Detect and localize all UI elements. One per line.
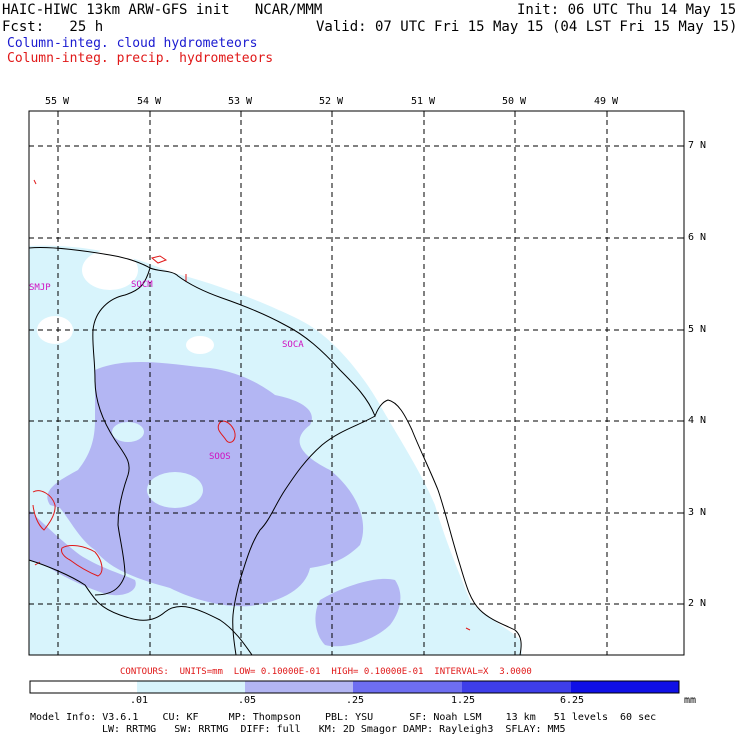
color-bar	[29, 680, 680, 694]
colorbar-tick-3: .25	[346, 695, 365, 706]
map-frame	[28, 110, 685, 656]
lat-label-6n: 6 N	[688, 232, 707, 243]
clear-gaps	[37, 250, 214, 354]
precip-contours	[32, 179, 471, 631]
init-time: Init: 06 UTC Thu 14 May 15	[517, 2, 737, 18]
plot-title: HAIC-HIWC 13km ARW-GFS init NCAR/MMM	[2, 2, 323, 18]
station-label-smjp: SMJP	[29, 283, 51, 293]
station-label-soca: SOCA	[282, 340, 304, 350]
field-label-precip: Column-integ. precip. hydrometeors	[7, 51, 274, 66]
colorbar-tick-4: 1.25	[451, 695, 476, 706]
lat-label-2n: 2 N	[688, 598, 707, 609]
valid-time: Valid: 07 UTC Fri 15 May 15 (04 LST Fri …	[316, 19, 738, 35]
lon-label-52w: 52 W	[319, 96, 344, 107]
colorbar-tick-1: .01	[130, 695, 149, 706]
colorbar-units: mm	[684, 695, 697, 706]
contours-info: CONTOURS: UNITS=mm LOW= 0.10000E-01 HIGH…	[120, 667, 532, 677]
lat-lon-grid	[29, 111, 684, 655]
lat-label-5n: 5 N	[688, 324, 707, 335]
station-label-soos: SOOS	[209, 452, 231, 462]
coastline	[28, 246, 522, 656]
station-label-socm: SOCM	[131, 280, 153, 290]
model-info-line2: LW: RRTMG SW: RRTMG DIFF: full KM: 2D Sm…	[102, 724, 566, 735]
lon-label-50w: 50 W	[502, 96, 527, 107]
cloud-gaps	[112, 422, 203, 508]
colorbar-tick-5: 6.25	[560, 695, 585, 706]
lat-label-3n: 3 N	[688, 507, 707, 518]
forecast-hour: Fcst: 25 h	[2, 19, 104, 35]
lon-label-53w: 53 W	[228, 96, 253, 107]
model-info-line1: Model Info: V3.6.1 CU: KF MP: Thompson P…	[30, 712, 657, 723]
lat-label-4n: 4 N	[688, 415, 707, 426]
lon-label-49w: 49 W	[594, 96, 619, 107]
axis-ticks	[57, 111, 684, 605]
colorbar-tick-2: .05	[238, 695, 257, 706]
lat-label-7n: 7 N	[688, 140, 707, 151]
lon-label-51w: 51 W	[411, 96, 436, 107]
field-label-cloud: Column-integ. cloud hydrometeors	[7, 36, 258, 51]
lon-label-54w: 54 W	[137, 96, 162, 107]
lon-label-55w: 55 W	[45, 96, 70, 107]
